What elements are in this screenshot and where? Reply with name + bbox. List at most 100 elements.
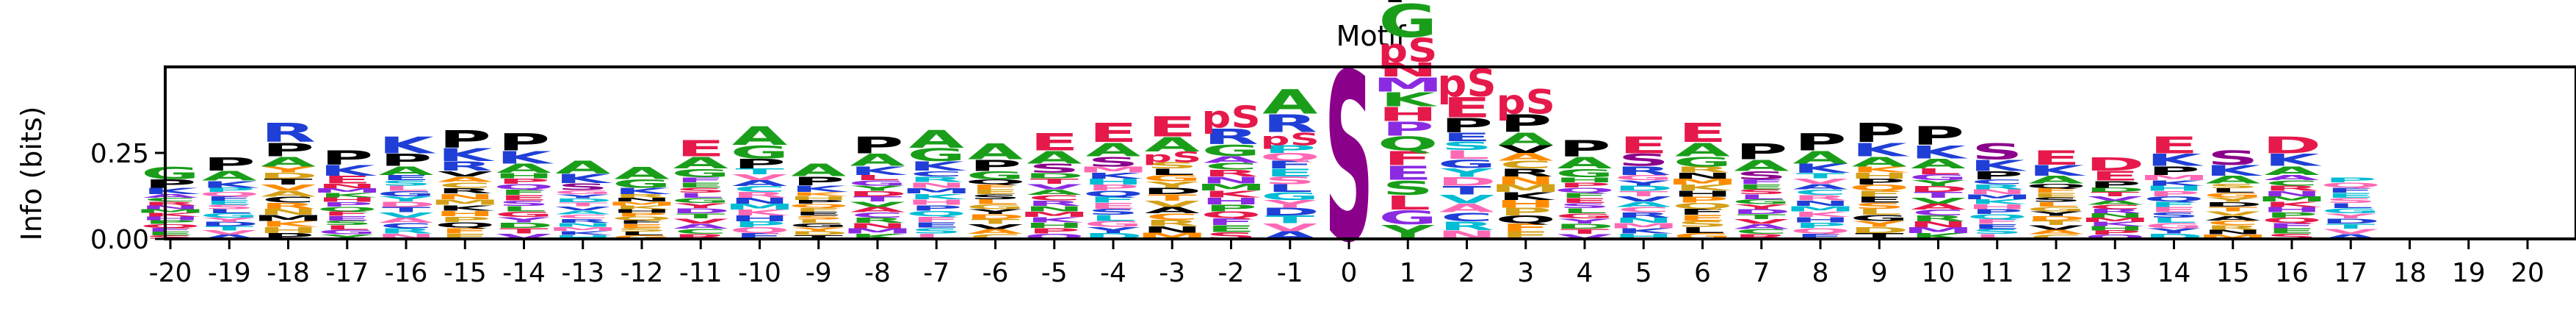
- logo-letter: G: [1378, 207, 1437, 229]
- logo-letter: C: [675, 228, 727, 236]
- logo-letter: N: [1024, 205, 1084, 213]
- logo-letter: D: [966, 213, 1025, 221]
- logo-letter: A: [968, 228, 1024, 235]
- logo-letter: L: [1975, 233, 2020, 240]
- logo-letter: A: [202, 234, 258, 240]
- logo-letter-S: S: [1088, 154, 1139, 170]
- logo-letter: R: [850, 217, 905, 225]
- logo-letter: H: [1673, 190, 1732, 198]
- logo-letter: E: [1089, 201, 1137, 210]
- logo-letter: A: [261, 190, 316, 198]
- logo-letter-S: S: [2207, 146, 2259, 169]
- logo-letter: V: [732, 173, 788, 182]
- logo-letter: M: [1195, 182, 1267, 193]
- logo-letter: E: [146, 231, 195, 237]
- logo-letter: M: [2080, 217, 2151, 223]
- logo-letter-A: A: [791, 160, 847, 180]
- logo-letter: Q: [140, 223, 201, 229]
- logo-letter: F: [971, 183, 1019, 190]
- logo-letter: P: [1087, 183, 1139, 192]
- logo-letter-P: P: [203, 154, 256, 175]
- logo-letter-K: K: [319, 162, 377, 179]
- logo-letter: K: [1027, 216, 1085, 224]
- logo-letter-P: P: [734, 157, 786, 171]
- logo-letter: G: [612, 235, 671, 240]
- logo-letter-A: A: [1911, 157, 1966, 171]
- logo-letter: K: [850, 232, 908, 240]
- logo-letter: Y: [1440, 166, 1494, 179]
- x-tick-label: 17: [2334, 258, 2367, 288]
- logo-letter: A: [1792, 183, 1848, 191]
- logo-letter-pS: pS: [1378, 32, 1437, 70]
- x-tick-label: -18: [267, 258, 310, 288]
- logo-letter: H: [907, 198, 966, 207]
- logo-letter: E: [441, 232, 489, 241]
- logo-letter: M: [1019, 210, 1090, 218]
- logo-letter: F: [441, 226, 489, 235]
- logo-letter: K: [1792, 210, 1850, 218]
- logo-letter: D: [1614, 185, 1674, 193]
- logo-letter: S: [203, 204, 255, 210]
- logo-letter: T: [735, 168, 784, 176]
- logo-letter: Q: [2320, 182, 2381, 190]
- logo-letter-A: A: [1085, 139, 1140, 160]
- logo-letter: H: [730, 215, 789, 223]
- logo-letter: Y: [1146, 180, 1199, 190]
- logo-letter: Y: [379, 196, 433, 204]
- logo-letter: M: [2257, 196, 2328, 204]
- x-tick-label: 19: [2452, 258, 2486, 288]
- logo-letter: N: [376, 232, 435, 240]
- logo-letter: A: [2205, 215, 2261, 221]
- logo-letter: Y: [203, 217, 256, 223]
- logo-letter: F: [146, 227, 195, 233]
- logo-letter: N: [1673, 171, 1732, 180]
- logo-letter-pS: pS: [1201, 100, 1260, 135]
- logo-letter: P: [1558, 182, 1610, 190]
- logo-letter: F: [205, 196, 253, 202]
- logo-letter: S: [2030, 196, 2082, 203]
- logo-letter: H: [1555, 176, 1614, 185]
- logo-letter: Y: [2324, 212, 2378, 221]
- logo-letter: P: [203, 187, 256, 193]
- logo-letter: F: [1089, 196, 1137, 204]
- logo-letter: S: [380, 179, 432, 187]
- logo-letter: T: [205, 225, 253, 232]
- logo-letter: P: [1676, 196, 1729, 204]
- logo-letter-P: P: [1499, 110, 1552, 138]
- logo-letter: K: [319, 192, 377, 198]
- logo-letter: S: [1441, 140, 1492, 153]
- logo-letter: K: [2088, 221, 2146, 228]
- logo-letter: V: [1911, 197, 1967, 206]
- logo-letter-G: G: [1202, 142, 1261, 160]
- logo-letter: G: [1084, 220, 1143, 229]
- logo-letter-G: G: [907, 145, 966, 165]
- logo-letter: V: [673, 218, 729, 226]
- logo-letter: D: [553, 197, 612, 203]
- logo-letter: T: [2091, 191, 2139, 198]
- x-tick-label: 15: [2216, 258, 2250, 288]
- logo-letter: Q: [612, 216, 673, 222]
- logo-letter-S: S: [1029, 162, 1080, 176]
- logo-letter: C: [1618, 206, 1670, 214]
- logo-letter: N: [2203, 229, 2262, 235]
- logo-letter: M: [547, 226, 618, 232]
- logo-letter: K: [142, 212, 200, 218]
- logo-letter: T: [1737, 213, 1786, 221]
- x-tick-label: 20: [2511, 258, 2544, 288]
- logo-letter: M: [1961, 193, 2033, 201]
- logo-letter: E: [912, 221, 960, 229]
- logo-letter: Q: [1201, 210, 1262, 221]
- logo-letter: F: [1502, 222, 1550, 234]
- logo-letter-P: P: [969, 157, 1021, 174]
- logo-letter: T: [795, 235, 843, 240]
- logo-letter: V: [261, 183, 316, 192]
- logo-letter-A: A: [732, 121, 788, 151]
- logo-letter: M: [1078, 165, 1149, 174]
- logo-letter: L: [973, 198, 1019, 206]
- logo-letter: P: [2325, 176, 2377, 185]
- logo-letter: E: [2032, 192, 2080, 198]
- logo-letter: M: [1372, 74, 1444, 96]
- logo-letter: S: [1853, 201, 1905, 210]
- logo-letter-K: K: [438, 145, 495, 165]
- logo-letter: Q: [1495, 214, 1556, 226]
